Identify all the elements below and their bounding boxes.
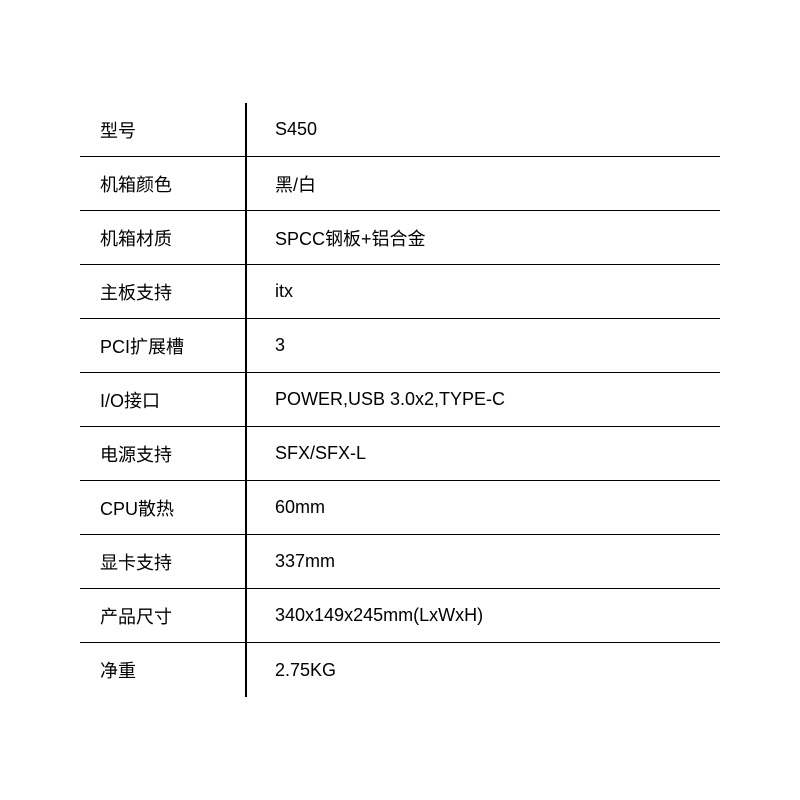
spec-label: 净重 — [80, 657, 245, 683]
spec-label: 电源支持 — [80, 441, 245, 467]
spec-value: 3 — [245, 335, 720, 356]
table-row: 产品尺寸 340x149x245mm(LxWxH) — [80, 589, 720, 643]
spec-value: SFX/SFX-L — [245, 443, 720, 464]
table-row: 型号 S450 — [80, 103, 720, 157]
column-divider — [245, 103, 247, 697]
spec-label: CPU散热 — [80, 495, 245, 521]
table-row: I/O接口 POWER,USB 3.0x2,TYPE-C — [80, 373, 720, 427]
table-row: 净重 2.75KG — [80, 643, 720, 697]
spec-value: POWER,USB 3.0x2,TYPE-C — [245, 389, 720, 410]
table-row: CPU散热 60mm — [80, 481, 720, 535]
spec-value: 2.75KG — [245, 660, 720, 681]
spec-value: 340x149x245mm(LxWxH) — [245, 605, 720, 626]
spec-label: 机箱颜色 — [80, 171, 245, 197]
spec-label: PCI扩展槽 — [80, 333, 245, 359]
spec-label: 机箱材质 — [80, 225, 245, 251]
table-row: 机箱颜色 黑/白 — [80, 157, 720, 211]
table-row: 显卡支持 337mm — [80, 535, 720, 589]
spec-value: 337mm — [245, 551, 720, 572]
spec-value: 黑/白 — [245, 171, 720, 197]
spec-label: 产品尺寸 — [80, 603, 245, 629]
spec-table: 型号 S450 机箱颜色 黑/白 机箱材质 SPCC钢板+铝合金 主板支持 it… — [80, 103, 720, 697]
table-row: 电源支持 SFX/SFX-L — [80, 427, 720, 481]
spec-value: 60mm — [245, 497, 720, 518]
spec-value: S450 — [245, 119, 720, 140]
spec-label: 主板支持 — [80, 279, 245, 305]
spec-label: 显卡支持 — [80, 549, 245, 575]
table-row: 主板支持 itx — [80, 265, 720, 319]
spec-label: I/O接口 — [80, 387, 245, 413]
spec-value: SPCC钢板+铝合金 — [245, 225, 720, 251]
spec-label: 型号 — [80, 117, 245, 143]
spec-value: itx — [245, 281, 720, 302]
table-row: 机箱材质 SPCC钢板+铝合金 — [80, 211, 720, 265]
table-row: PCI扩展槽 3 — [80, 319, 720, 373]
